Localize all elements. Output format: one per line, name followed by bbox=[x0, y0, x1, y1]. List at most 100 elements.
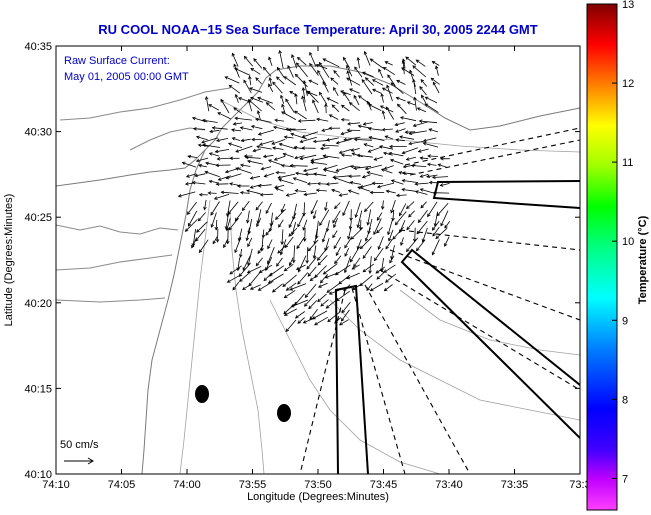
current-vector bbox=[432, 176, 449, 178]
current-vector bbox=[432, 226, 440, 237]
current-vector-head bbox=[297, 320, 302, 324]
current-vector bbox=[323, 155, 340, 159]
current-vector bbox=[319, 209, 330, 226]
current-vector bbox=[301, 96, 307, 112]
current-vector bbox=[323, 263, 338, 275]
current-vector bbox=[258, 280, 274, 291]
current-vector-head bbox=[307, 247, 312, 252]
current-vector-head bbox=[205, 161, 209, 166]
current-vector bbox=[249, 87, 263, 93]
current-vector-head bbox=[388, 237, 392, 242]
current-vector bbox=[250, 68, 261, 75]
coastline bbox=[56, 65, 580, 187]
current-vector bbox=[272, 81, 283, 94]
current-vector-head bbox=[248, 75, 252, 80]
current-vector-head bbox=[283, 135, 288, 139]
current-vector-head bbox=[293, 145, 298, 150]
current-vector bbox=[212, 127, 228, 130]
current-vector-head bbox=[276, 263, 280, 267]
current-vector bbox=[416, 59, 426, 67]
current-vector-head bbox=[376, 229, 380, 234]
scale-label: 50 cm/s bbox=[60, 439, 99, 451]
current-vector-head bbox=[373, 231, 377, 236]
current-vector-head bbox=[207, 191, 212, 195]
current-vector-head bbox=[335, 168, 340, 172]
current-vector bbox=[272, 147, 284, 150]
current-vector bbox=[408, 210, 415, 218]
current-vector bbox=[325, 272, 340, 279]
current-vector bbox=[226, 218, 231, 231]
current-vector-head bbox=[343, 287, 347, 292]
current-vector bbox=[277, 244, 287, 254]
current-vector bbox=[406, 237, 419, 252]
current-vector bbox=[351, 148, 360, 152]
current-vector-head bbox=[349, 88, 353, 92]
current-vector bbox=[248, 218, 253, 234]
scale-arrow bbox=[64, 457, 94, 465]
current-vector bbox=[339, 193, 349, 196]
current-vector-head bbox=[208, 104, 212, 108]
current-vector-head bbox=[439, 156, 444, 161]
current-vector-head bbox=[306, 265, 310, 270]
current-vector bbox=[376, 271, 385, 280]
current-vector-head bbox=[229, 271, 234, 275]
current-vector-head bbox=[239, 254, 243, 258]
current-vector bbox=[317, 293, 327, 302]
current-vector bbox=[331, 104, 340, 113]
current-vector bbox=[421, 95, 427, 104]
current-vector-head bbox=[247, 99, 252, 103]
current-vector bbox=[374, 156, 384, 161]
current-vector-head bbox=[421, 94, 425, 99]
current-vector-head bbox=[245, 237, 250, 242]
current-vector-head bbox=[346, 70, 350, 74]
current-vector bbox=[294, 155, 305, 159]
current-vector bbox=[300, 154, 317, 160]
current-vector-head bbox=[272, 125, 277, 130]
current-vector bbox=[376, 227, 383, 234]
current-vector bbox=[400, 117, 417, 122]
current-vector bbox=[435, 66, 439, 76]
current-vector-head bbox=[238, 278, 243, 282]
current-vector bbox=[247, 266, 262, 274]
current-vector-head bbox=[184, 228, 189, 232]
radar-range-line-4 bbox=[379, 269, 580, 391]
current-vector-head bbox=[216, 156, 221, 161]
current-vector-head bbox=[359, 282, 364, 287]
current-vector bbox=[252, 148, 262, 152]
current-vector-head bbox=[396, 103, 401, 108]
current-vector bbox=[304, 192, 317, 196]
current-vector bbox=[246, 227, 250, 241]
current-vector-head bbox=[307, 273, 312, 277]
current-vector bbox=[296, 62, 308, 77]
current-vector bbox=[308, 300, 318, 309]
current-vector bbox=[235, 94, 239, 103]
current-vector bbox=[247, 160, 263, 165]
current-vector-head bbox=[346, 77, 350, 81]
current-vector bbox=[419, 86, 427, 96]
current-vector bbox=[263, 272, 273, 281]
current-vector bbox=[268, 83, 274, 93]
current-vector-head bbox=[353, 166, 357, 170]
current-vector bbox=[192, 117, 208, 123]
current-vector bbox=[221, 191, 239, 194]
colorbar-ticks: 13 12 11 10 9 8 7 bbox=[612, 0, 634, 485]
current-vector bbox=[322, 230, 327, 242]
current-vector-head bbox=[350, 236, 355, 240]
current-vector-head bbox=[413, 96, 417, 101]
current-vector-head bbox=[295, 266, 300, 270]
current-vector-head bbox=[406, 226, 410, 231]
current-vector bbox=[409, 130, 427, 135]
current-vector bbox=[321, 128, 331, 132]
current-vector-head bbox=[215, 163, 219, 168]
current-vector-head bbox=[301, 95, 305, 100]
current-vector bbox=[278, 173, 296, 179]
current-vector bbox=[205, 171, 220, 178]
current-vector-head bbox=[340, 153, 345, 157]
current-vector-head bbox=[262, 154, 267, 159]
current-vector-head bbox=[309, 316, 313, 320]
x-tick-label: 73:45 bbox=[370, 479, 398, 491]
current-vector bbox=[240, 127, 253, 131]
current-vector-head bbox=[289, 163, 294, 168]
current-vector bbox=[298, 255, 307, 273]
current-vector bbox=[423, 137, 437, 142]
